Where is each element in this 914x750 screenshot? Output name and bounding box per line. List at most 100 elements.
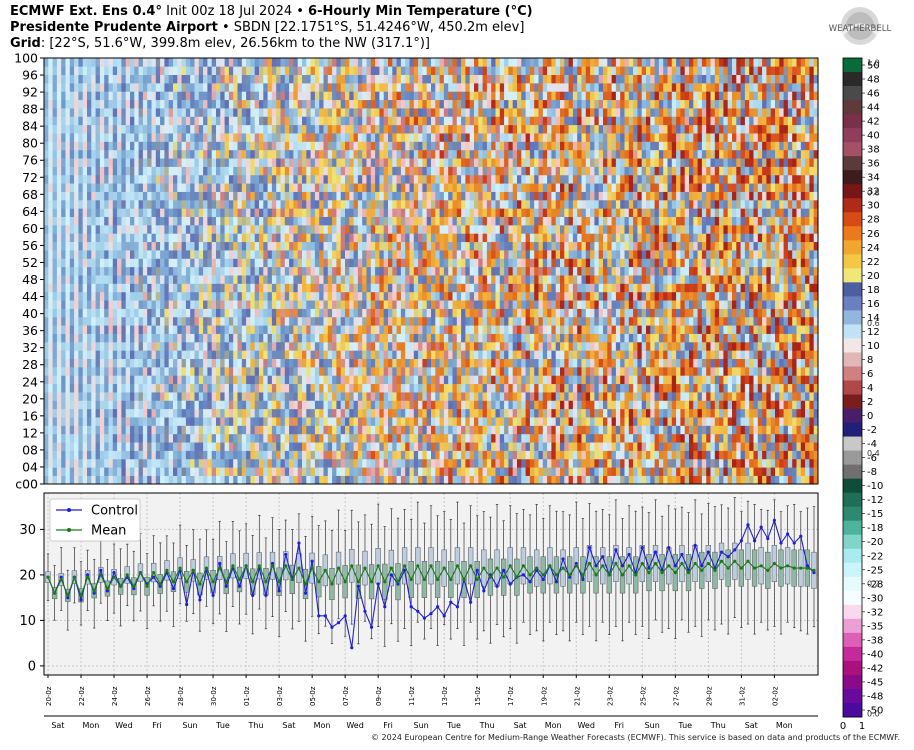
heatmap-cell — [155, 141, 161, 151]
heatmap-cell — [456, 233, 462, 243]
heatmap-cell — [52, 291, 58, 301]
heatmap-cell — [121, 467, 126, 476]
heatmap-cell — [340, 333, 346, 343]
heatmap-cell — [151, 91, 157, 101]
heatmap-cell — [181, 233, 187, 243]
heatmap-cell — [78, 442, 83, 451]
heatmap-cell — [168, 241, 174, 251]
heatmap-cell — [168, 91, 174, 101]
heatmap-cell — [99, 174, 105, 184]
heatmap-cell — [134, 442, 139, 451]
heatmap-cell — [134, 83, 139, 92]
heatmap-cell — [405, 458, 410, 468]
heatmap-cell — [237, 250, 243, 259]
heatmap-cell — [456, 74, 462, 84]
heatmap-cell — [181, 325, 187, 334]
heatmap-cell — [130, 316, 135, 326]
heatmap-cell — [409, 58, 415, 67]
heatmap-cell — [207, 116, 212, 126]
heatmap-cell — [117, 375, 122, 385]
heatmap-cell — [319, 208, 324, 217]
heatmap-cell — [388, 250, 393, 259]
heatmap-cell — [276, 124, 281, 134]
heatmap-cell — [409, 241, 415, 251]
heatmap-cell — [456, 91, 462, 101]
heatmap-cell — [99, 291, 105, 301]
heatmap-cell — [254, 66, 260, 75]
heatmap-cell — [194, 116, 200, 126]
heatmap-cell — [246, 467, 251, 476]
heatmap-cell — [439, 108, 445, 117]
heatmap-cell — [327, 467, 333, 476]
heatmap-cell — [388, 433, 393, 443]
heatmap-cell — [418, 124, 423, 134]
heatmap-cell — [48, 350, 53, 359]
heatmap-cell — [56, 408, 62, 418]
heatmap-cell — [276, 316, 281, 326]
heatmap-cell — [138, 375, 144, 385]
heatmap-cell — [203, 308, 208, 318]
heatmap-cell — [82, 258, 88, 268]
heatmap-cell — [405, 133, 410, 142]
heatmap-cell — [340, 442, 346, 451]
heatmap-cell — [95, 300, 101, 309]
heatmap-cell — [293, 316, 298, 326]
heatmap-cell — [95, 442, 101, 451]
heatmap-cell — [259, 467, 264, 476]
heatmap-cell — [65, 208, 71, 217]
heatmap-cell — [220, 208, 225, 217]
heatmap-cell — [439, 174, 445, 184]
heatmap-cell — [164, 325, 169, 334]
heatmap-cell — [289, 266, 294, 276]
heatmap-cell — [104, 308, 109, 318]
heatmap-cell — [134, 316, 139, 326]
heatmap-cell — [237, 258, 243, 268]
heatmap-cell — [142, 283, 148, 293]
heatmap-cell — [203, 149, 208, 159]
heatmap-cell — [220, 116, 225, 126]
heatmap-cell — [349, 58, 354, 67]
heatmap-cell — [267, 58, 273, 67]
heatmap-cell — [400, 149, 406, 159]
heatmap-cell — [267, 83, 273, 92]
heatmap-cell — [323, 208, 329, 217]
heatmap-cell — [155, 316, 161, 326]
heatmap-cell — [237, 99, 243, 109]
heatmap-cell — [443, 375, 449, 385]
heatmap-cell — [345, 392, 350, 401]
heatmap-cell — [65, 408, 71, 418]
heatmap-cell — [69, 108, 75, 117]
heatmap-cell — [151, 225, 157, 234]
heatmap-cell — [443, 216, 449, 226]
heatmap-cell — [237, 58, 243, 67]
heatmap-cell — [388, 58, 393, 67]
heatmap-cell — [233, 250, 238, 259]
heatmap-cell — [405, 450, 410, 460]
heatmap-cell — [353, 250, 359, 259]
heatmap-cell — [65, 91, 71, 101]
heatmap-cell — [426, 342, 432, 351]
heatmap-cell — [95, 66, 101, 75]
heatmap-cell — [216, 450, 221, 460]
heatmap-cell — [310, 216, 316, 226]
heatmap-cell — [431, 225, 436, 234]
heatmap-cell — [306, 408, 311, 418]
heatmap-cell — [82, 442, 88, 451]
heatmap-cell — [185, 342, 191, 351]
heatmap-cell — [327, 275, 333, 284]
heatmap-cell — [297, 58, 303, 67]
heatmap-cell — [190, 174, 195, 184]
heatmap-cell — [207, 124, 212, 134]
heatmap-cell — [74, 200, 79, 209]
heatmap-cell — [456, 250, 462, 259]
heatmap-cell — [117, 408, 122, 418]
heatmap-cell — [302, 66, 307, 75]
heatmap-cell — [216, 291, 221, 301]
heatmap-cell — [44, 358, 49, 368]
heatmap-cell — [413, 158, 419, 167]
heatmap-cell — [284, 316, 290, 326]
heatmap-cell — [375, 433, 380, 443]
heatmap-cell — [104, 91, 109, 101]
heatmap-cell — [216, 275, 221, 284]
heatmap-cell — [151, 258, 157, 268]
